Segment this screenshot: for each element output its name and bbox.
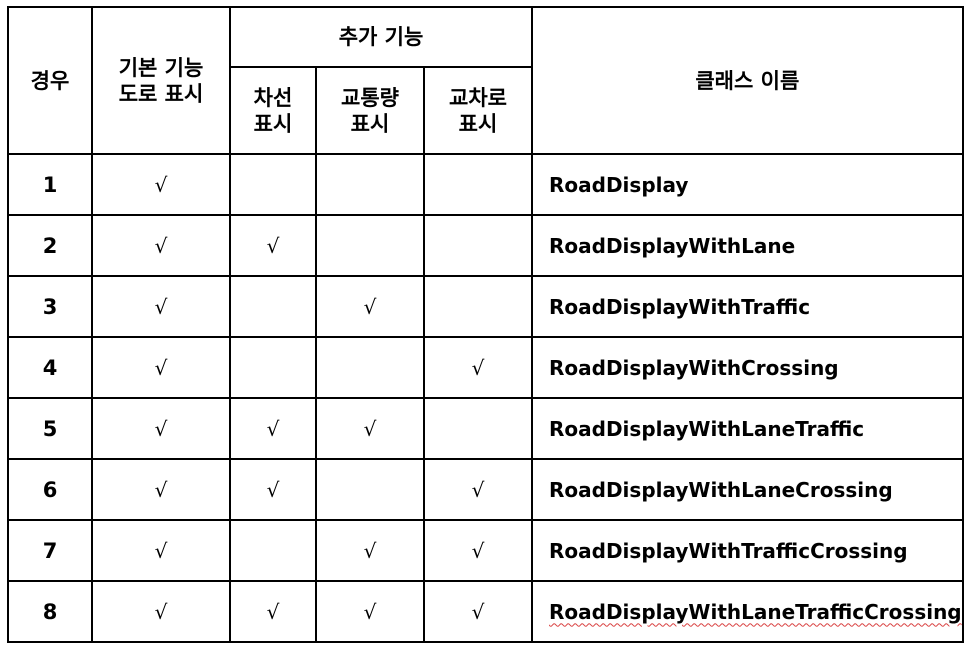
table-row: 3 √ √ RoadDisplayWithTraffic — [7, 275, 964, 338]
crossing-check: √ — [423, 580, 533, 643]
basic-check: √ — [91, 275, 231, 338]
header-crossing: 교차로 표시 — [423, 66, 533, 155]
lane-check — [229, 336, 317, 399]
class-name-cell: RoadDisplayWithLaneTraffic — [531, 397, 964, 460]
header-extra-features: 추가 기능 — [229, 6, 533, 68]
basic-check: √ — [91, 458, 231, 521]
class-name-cell-spellcheck: RoadDisplayWithLaneTrafficCrossing — [531, 580, 964, 643]
class-name-cell: RoadDisplayWithCrossing — [531, 336, 964, 399]
crossing-check: √ — [423, 458, 533, 521]
basic-check: √ — [91, 519, 231, 582]
lane-check: √ — [229, 580, 317, 643]
table-row: 1 √ RoadDisplay — [7, 153, 964, 216]
traffic-check: √ — [315, 275, 425, 338]
header-crossing-line2: 표시 — [458, 111, 498, 136]
lane-check: √ — [229, 458, 317, 521]
lane-check — [229, 275, 317, 338]
basic-check: √ — [91, 580, 231, 643]
table-row: 6 √ √ √ RoadDisplayWithLaneCrossing — [7, 458, 964, 521]
table-row: 4 √ √ RoadDisplayWithCrossing — [7, 336, 964, 399]
class-name-cell: RoadDisplayWithTraffic — [531, 275, 964, 338]
class-table: 경우 기본 기능 도로 표시 추가 기능 클래스 이름 차선 표시 교통량 표시… — [7, 6, 964, 643]
table-row: 8 √ √ √ √ RoadDisplayWithLaneTrafficCros… — [7, 580, 964, 643]
lane-check: √ — [229, 397, 317, 460]
header-traffic: 교통량 표시 — [315, 66, 425, 155]
case-number: 6 — [7, 458, 93, 521]
header-class-name: 클래스 이름 — [531, 6, 964, 155]
header-lane-line1: 차선 — [253, 85, 293, 110]
crossing-check: √ — [423, 519, 533, 582]
basic-check: √ — [91, 153, 231, 216]
class-name-cell: RoadDisplay — [531, 153, 964, 216]
header-lane: 차선 표시 — [229, 66, 317, 155]
traffic-check — [315, 458, 425, 521]
crossing-check — [423, 153, 533, 216]
case-number: 2 — [7, 214, 93, 277]
basic-check: √ — [91, 397, 231, 460]
header-traffic-line1: 교통량 — [341, 85, 399, 110]
lane-check: √ — [229, 214, 317, 277]
header-basic-line2: 도로 표시 — [118, 81, 204, 106]
traffic-check: √ — [315, 519, 425, 582]
header-case: 경우 — [7, 6, 93, 155]
lane-check — [229, 153, 317, 216]
header-lane-line2: 표시 — [253, 111, 293, 136]
table-row: 5 √ √ √ RoadDisplayWithLaneTraffic — [7, 397, 964, 460]
table-row: 7 √ √ √ RoadDisplayWithTrafficCrossing — [7, 519, 964, 582]
case-number: 8 — [7, 580, 93, 643]
class-name-cell: RoadDisplayWithLane — [531, 214, 964, 277]
lane-check — [229, 519, 317, 582]
header-traffic-line2: 표시 — [350, 111, 390, 136]
case-number: 4 — [7, 336, 93, 399]
case-number: 1 — [7, 153, 93, 216]
class-name-cell: RoadDisplayWithLaneCrossing — [531, 458, 964, 521]
table-row: 2 √ √ RoadDisplayWithLane — [7, 214, 964, 277]
case-number: 3 — [7, 275, 93, 338]
crossing-check: √ — [423, 336, 533, 399]
crossing-check — [423, 214, 533, 277]
basic-check: √ — [91, 336, 231, 399]
crossing-check — [423, 397, 533, 460]
header-basic-feature: 기본 기능 도로 표시 — [91, 6, 231, 155]
case-number: 5 — [7, 397, 93, 460]
traffic-check — [315, 336, 425, 399]
traffic-check: √ — [315, 397, 425, 460]
traffic-check: √ — [315, 580, 425, 643]
basic-check: √ — [91, 214, 231, 277]
case-number: 7 — [7, 519, 93, 582]
header-crossing-line1: 교차로 — [449, 85, 507, 110]
spellcheck-underlined-text: RoadDisplayWithLaneTrafficCrossing — [549, 599, 962, 624]
traffic-check — [315, 214, 425, 277]
traffic-check — [315, 153, 425, 216]
header-basic-line1: 기본 기능 — [118, 55, 204, 80]
crossing-check — [423, 275, 533, 338]
class-name-cell: RoadDisplayWithTrafficCrossing — [531, 519, 964, 582]
